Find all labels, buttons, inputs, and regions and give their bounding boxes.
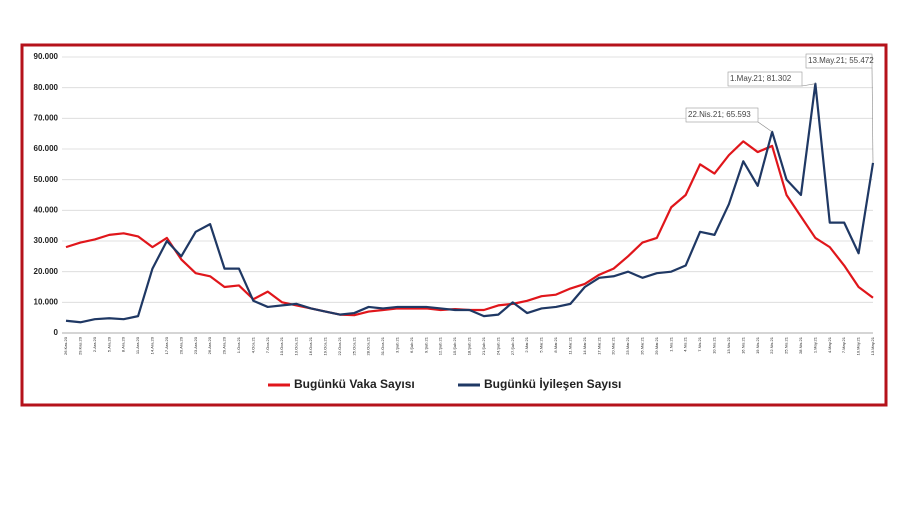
series-line bbox=[65, 82, 875, 324]
x-tick-label: 7.May.21 bbox=[841, 336, 846, 353]
x-tick-label: 7.Nis.21 bbox=[697, 336, 702, 351]
x-tick-label: 13.Nis.21 bbox=[726, 336, 731, 354]
y-tick-label: 80.000 bbox=[34, 83, 59, 92]
x-tick-label: 1.May.21 bbox=[812, 336, 817, 353]
x-tick-label: 16.Nis.21 bbox=[740, 336, 745, 354]
x-tick-label: 5.Mar.21 bbox=[539, 336, 544, 352]
x-tick-label: 20.Mar.21 bbox=[611, 336, 616, 355]
x-tick-label: 13.Oca.21 bbox=[294, 336, 299, 355]
x-tick-label: 1.Nis.21 bbox=[668, 336, 673, 351]
x-tick-label: 20.Ara.20 bbox=[178, 336, 183, 354]
x-tick-label: 10.Oca.21 bbox=[279, 336, 284, 355]
annotation-leader bbox=[801, 83, 816, 87]
x-tick-label: 21.Şub.21 bbox=[481, 336, 486, 355]
y-tick-label: 90.000 bbox=[34, 52, 59, 61]
x-tick-label: 9.Şub.21 bbox=[423, 336, 428, 353]
x-tick-label: 29.Kas.20 bbox=[77, 336, 82, 355]
x-tick-label: 12.Şub.21 bbox=[438, 336, 443, 355]
x-tick-label: 17.Mar.21 bbox=[596, 336, 601, 355]
x-tick-label: 2.Ara.20 bbox=[92, 336, 97, 352]
x-tick-label: 28.Oca.21 bbox=[366, 336, 371, 355]
x-tick-label: 13.May.21 bbox=[870, 336, 875, 355]
x-tick-label: 15.Şub.21 bbox=[452, 336, 457, 355]
x-tick-label: 14.Mar.21 bbox=[582, 336, 587, 355]
y-tick-label: 60.000 bbox=[34, 144, 59, 153]
annotation-label: 22.Nis.21; 65.593 bbox=[688, 110, 751, 119]
annotation-label: 1.May.21; 81.302 bbox=[730, 74, 792, 83]
x-tick-label: 16.Oca.21 bbox=[308, 336, 313, 355]
x-tick-label: 7.Oca.21 bbox=[265, 336, 270, 353]
y-tick-label: 40.000 bbox=[34, 205, 59, 214]
x-tick-label: 4.Nis.21 bbox=[683, 336, 688, 351]
y-tick-label: 50.000 bbox=[34, 175, 59, 184]
x-tick-label: 3.Şub.21 bbox=[395, 336, 400, 353]
x-tick-label: 25.Nis.21 bbox=[784, 336, 789, 354]
x-tick-label: 6.Şub.21 bbox=[409, 336, 414, 353]
x-tick-label: 23.Ara.20 bbox=[193, 336, 198, 354]
annotation-label: 13.May.21; 55.472 bbox=[808, 56, 874, 65]
x-tick-label: 27.Şub.21 bbox=[510, 336, 515, 355]
y-tick-label: 0 bbox=[54, 328, 59, 337]
x-tick-label: 23.Mar.21 bbox=[625, 336, 630, 355]
x-tick-label: 22.Nis.21 bbox=[769, 336, 774, 354]
annotation-box bbox=[805, 53, 873, 69]
x-tick-label: 4.Oca.21 bbox=[250, 336, 255, 353]
x-tick-label: 1.Oca.21 bbox=[236, 336, 241, 353]
x-tick-label: 17.Ara.20 bbox=[164, 336, 169, 354]
x-tick-label: 25.Oca.21 bbox=[351, 336, 356, 355]
x-tick-label: 8.Mar.21 bbox=[553, 336, 558, 352]
y-tick-label: 20.000 bbox=[34, 267, 59, 276]
x-tick-label: 31.Oca.21 bbox=[380, 336, 385, 355]
x-tick-label: 19.Oca.21 bbox=[322, 336, 327, 355]
x-tick-label: 29.Mar.21 bbox=[654, 336, 659, 355]
x-tick-label: 28.Nis.21 bbox=[798, 336, 803, 354]
x-tick-label: 2.Mar.21 bbox=[524, 336, 529, 352]
chart-frame bbox=[20, 43, 888, 407]
x-tick-label: 22.Oca.21 bbox=[337, 336, 342, 355]
x-tick-label: 26.Mar.21 bbox=[639, 336, 644, 355]
annotation-box bbox=[727, 71, 803, 87]
x-tick-label: 11.Ara.20 bbox=[135, 336, 140, 354]
x-tick-label: 5.Ara.20 bbox=[106, 336, 111, 352]
x-tick-label: 24.Şub.21 bbox=[495, 336, 500, 355]
x-tick-label: 10.Nis.21 bbox=[712, 336, 717, 354]
x-tick-label: 4.May.21 bbox=[827, 336, 832, 353]
annotation-leader bbox=[757, 121, 773, 133]
x-tick-label: 10.May.21 bbox=[856, 336, 861, 355]
x-tick-label: 26.Ara.20 bbox=[207, 336, 212, 354]
legend-label: Bugünkü İyileşen Sayısı bbox=[484, 376, 621, 391]
x-tick-label: 19.Nis.21 bbox=[755, 336, 760, 354]
x-tick-label: 18.Şub.21 bbox=[467, 336, 472, 355]
x-tick-label: 8.Ara.20 bbox=[121, 336, 126, 352]
y-tick-label: 70.000 bbox=[34, 113, 59, 122]
annotation-box bbox=[685, 107, 759, 123]
x-tick-label: 14.Ara.20 bbox=[150, 336, 155, 354]
y-tick-label: 10.000 bbox=[34, 297, 59, 306]
x-tick-label: 11.Mar.21 bbox=[567, 336, 572, 354]
x-tick-label: 29.Ara.20 bbox=[222, 336, 227, 354]
legend-label: Bugünkü Vaka Sayısı bbox=[294, 377, 415, 391]
annotation-leader bbox=[871, 67, 874, 163]
y-tick-label: 30.000 bbox=[34, 236, 59, 245]
x-tick-label: 26.Kas.20 bbox=[63, 336, 68, 355]
